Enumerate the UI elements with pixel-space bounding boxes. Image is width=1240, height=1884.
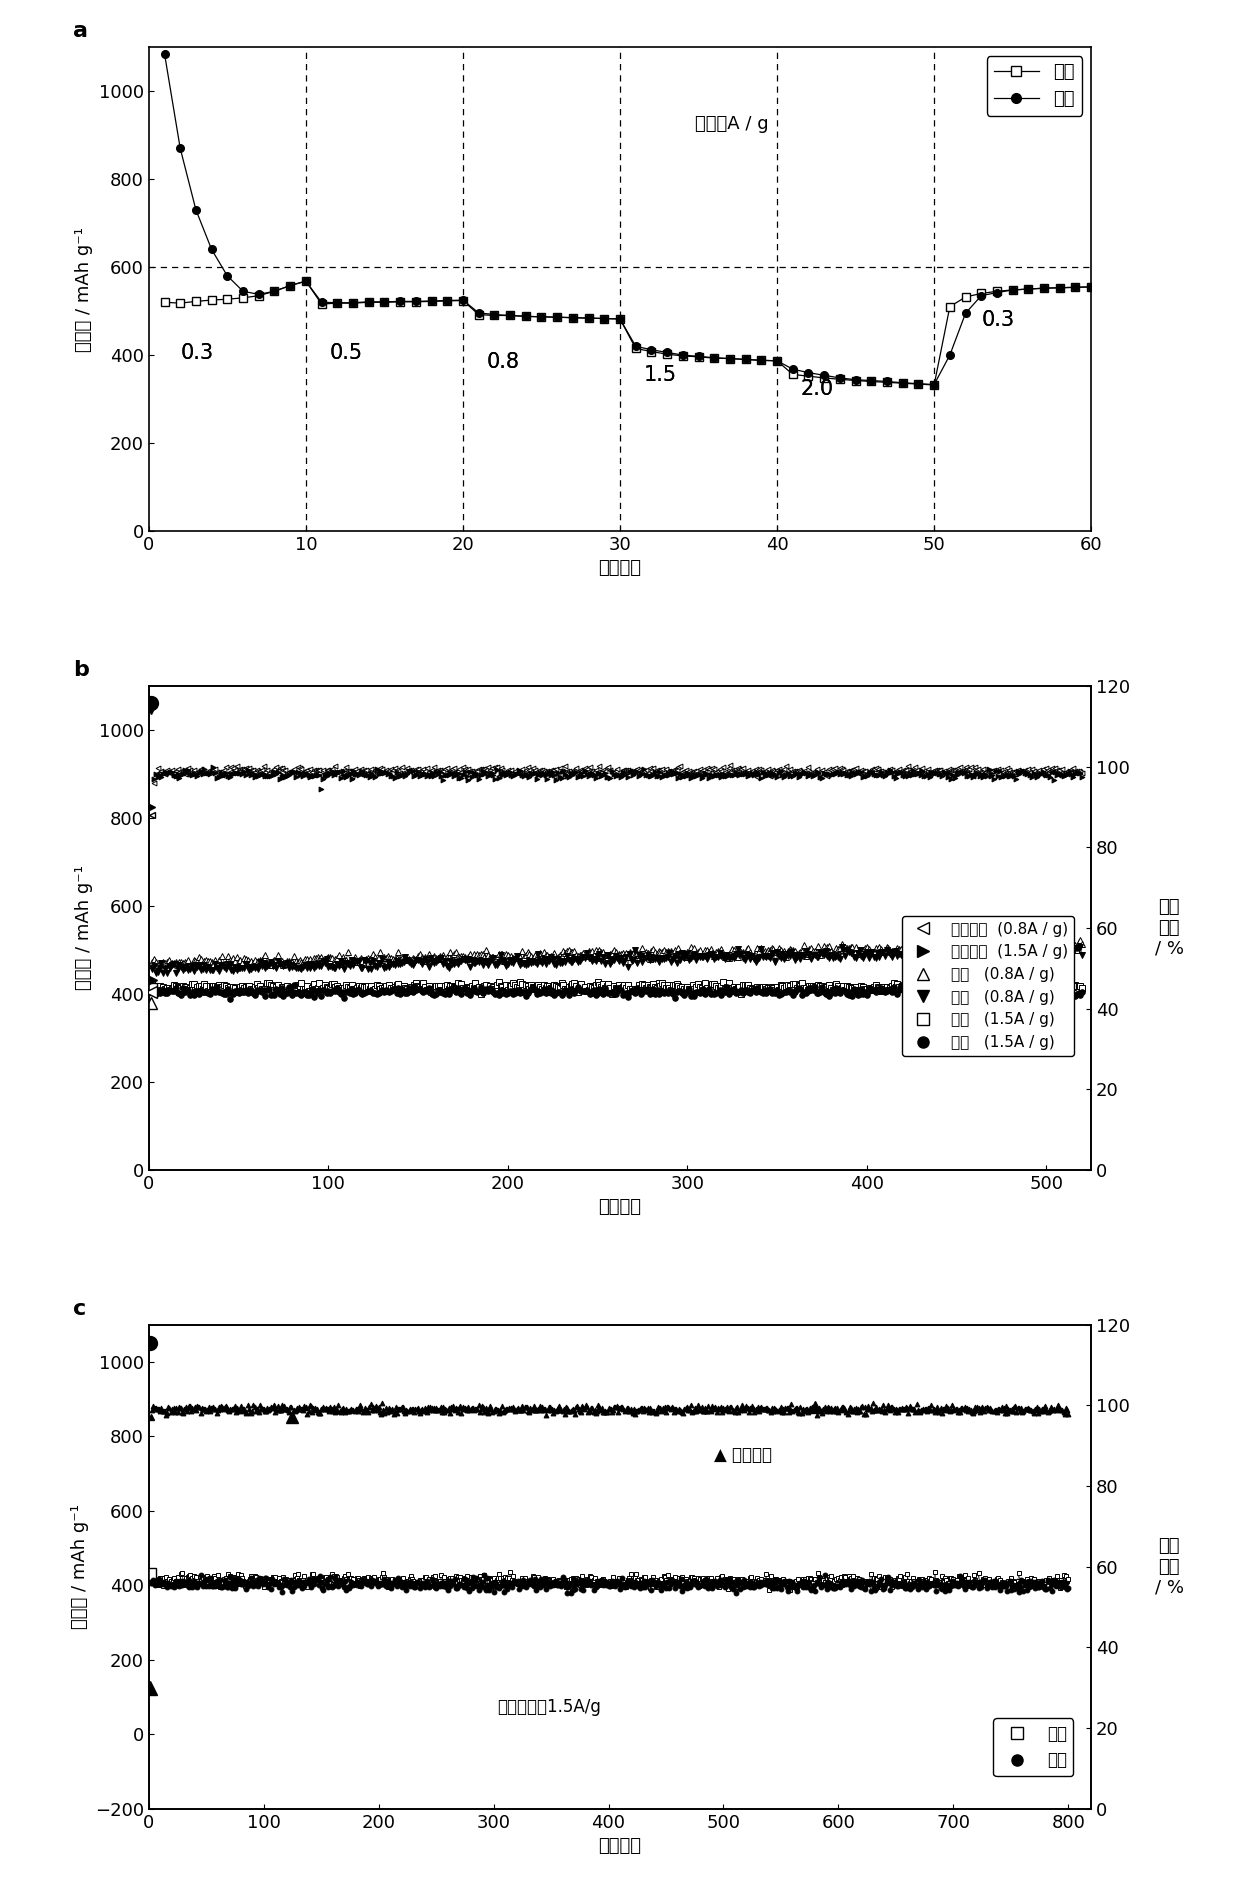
Text: 单位：A / g: 单位：A / g [696, 115, 769, 134]
X-axis label: 循环次数: 循环次数 [599, 560, 641, 578]
Text: 0.3: 0.3 [981, 311, 1014, 330]
Legend: 库伦效率  (0.8A / g), 库伦效率  (1.5A / g), 充电   (0.8A / g), 放电   (0.8A / g), 充电   (1.5A: 库伦效率 (0.8A / g), 库伦效率 (1.5A / g), 充电 (0.… [901, 916, 1074, 1057]
Text: 0.8: 0.8 [486, 352, 520, 373]
Text: 2.0: 2.0 [801, 379, 833, 399]
Y-axis label: 比容量 / mAh g⁻¹: 比容量 / mAh g⁻¹ [76, 865, 93, 991]
Text: ▲ 库伦效率: ▲ 库伦效率 [714, 1447, 773, 1464]
Text: 0.8: 0.8 [486, 352, 520, 373]
Y-axis label: 比容量 / mAh g⁻¹: 比容量 / mAh g⁻¹ [71, 1503, 89, 1630]
Text: 0.5: 0.5 [330, 343, 362, 364]
Legend: 充电, 放电: 充电, 放电 [993, 1718, 1074, 1777]
X-axis label: 循环次数: 循环次数 [599, 1837, 641, 1856]
Text: 电流密度：1.5A/g: 电流密度：1.5A/g [497, 1697, 601, 1716]
Text: a: a [73, 21, 88, 41]
X-axis label: 循环次数: 循环次数 [599, 1198, 641, 1217]
Text: c: c [73, 1300, 87, 1319]
Text: 0.3: 0.3 [180, 343, 213, 364]
Legend: 充电, 放电: 充电, 放电 [987, 57, 1083, 115]
Text: 0.3: 0.3 [180, 343, 213, 364]
Text: 1.5: 1.5 [644, 365, 677, 386]
Text: b: b [73, 659, 89, 680]
Text: 0.3: 0.3 [981, 311, 1014, 330]
Text: 2.0: 2.0 [801, 379, 833, 399]
Y-axis label: 库伦
效率
/ %: 库伦 效率 / % [1154, 899, 1183, 957]
Y-axis label: 比容量 / mAh g⁻¹: 比容量 / mAh g⁻¹ [76, 226, 93, 352]
Y-axis label: 库伦
效率
/ %: 库伦 效率 / % [1154, 1537, 1183, 1596]
Text: 0.5: 0.5 [330, 343, 362, 364]
Text: 1.5: 1.5 [644, 365, 677, 386]
